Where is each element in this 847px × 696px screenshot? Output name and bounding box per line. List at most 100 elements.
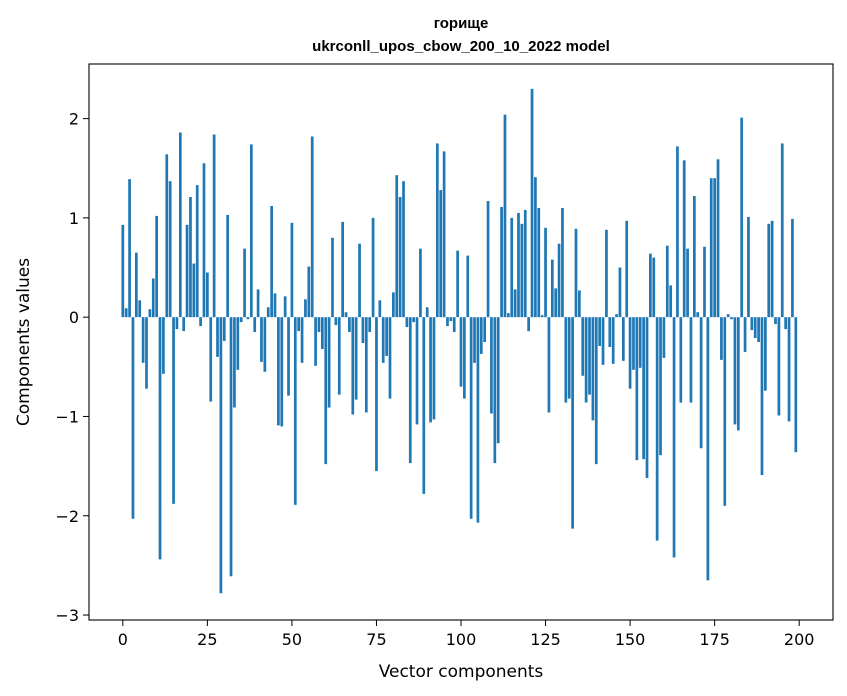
bar [682, 160, 686, 318]
bar [638, 317, 642, 368]
bar [124, 308, 128, 318]
bar [429, 317, 432, 423]
bar [317, 317, 321, 333]
bar [128, 179, 131, 318]
bar [280, 317, 284, 427]
bar [777, 317, 781, 416]
bar [584, 317, 588, 403]
bar [351, 317, 355, 415]
bar [618, 267, 622, 318]
bar [520, 223, 524, 318]
bar [736, 317, 740, 431]
bar [621, 317, 625, 361]
bar [463, 317, 466, 399]
bar [331, 237, 334, 318]
bar [493, 317, 497, 464]
bar [500, 206, 503, 318]
bar [527, 317, 530, 332]
bar [730, 317, 733, 320]
plot-area-frame [88, 63, 834, 621]
bar [665, 245, 669, 318]
bar [554, 288, 558, 318]
bar [260, 317, 263, 362]
bar [212, 134, 216, 318]
bar [138, 300, 142, 318]
bar [324, 317, 328, 465]
x-tick-label: 0 [118, 630, 128, 649]
bar [720, 317, 723, 360]
bar [513, 289, 517, 318]
bar [337, 317, 341, 395]
bar [162, 317, 165, 374]
bar [692, 196, 696, 318]
chart-title-word: горище [434, 15, 489, 32]
bar [408, 317, 412, 464]
bar [131, 317, 135, 519]
bar [151, 278, 155, 318]
bar [706, 317, 710, 581]
bar [601, 317, 605, 365]
bar [753, 317, 757, 339]
bar [422, 317, 426, 494]
bar [199, 317, 202, 327]
bar [226, 214, 230, 318]
bar [165, 154, 169, 318]
bar [517, 212, 520, 318]
bar [564, 317, 568, 403]
y-tick-label: −1 [55, 407, 79, 426]
bar [676, 146, 679, 318]
bar [703, 246, 706, 318]
bar [182, 317, 186, 332]
bar [588, 317, 591, 395]
bar [287, 317, 290, 396]
x-tick-label: 75 [366, 630, 386, 649]
bar [222, 317, 226, 342]
bar [239, 317, 243, 323]
bar [611, 317, 615, 364]
bar [642, 317, 645, 460]
bar [449, 317, 453, 322]
bar [253, 317, 257, 333]
y-tick-label: −3 [55, 606, 79, 625]
bar [659, 317, 662, 456]
x-tick-label: 100 [446, 630, 477, 649]
bar [412, 317, 416, 323]
x-tick-label: 150 [615, 630, 646, 649]
bar [645, 317, 649, 479]
bar [466, 255, 470, 318]
bar [652, 257, 656, 318]
bar [787, 317, 791, 422]
bar [263, 317, 267, 372]
bar [547, 317, 551, 413]
bar [716, 159, 720, 318]
bar [344, 312, 348, 318]
x-tick-label: 25 [197, 630, 217, 649]
bar [459, 317, 463, 387]
bar [486, 201, 490, 318]
bar [172, 317, 175, 504]
bar [696, 312, 700, 318]
bar [510, 217, 514, 318]
bar [672, 317, 676, 558]
bar [310, 136, 314, 318]
bar [189, 197, 192, 318]
bar [446, 317, 449, 327]
bar [774, 317, 777, 325]
bar [216, 317, 219, 357]
y-tick-label: 2 [69, 110, 79, 129]
bar [415, 317, 419, 425]
bar [655, 317, 659, 541]
bar [185, 224, 189, 318]
x-tick-label: 125 [530, 630, 561, 649]
bar [419, 248, 422, 318]
bar [537, 207, 541, 318]
bar [158, 317, 162, 560]
bar [506, 313, 510, 318]
bar [540, 315, 544, 318]
bar [364, 317, 368, 413]
x-axis-label: Vector components [379, 662, 544, 682]
bar [293, 317, 297, 505]
bar [635, 317, 639, 461]
bar [243, 248, 246, 318]
bar [249, 144, 253, 318]
